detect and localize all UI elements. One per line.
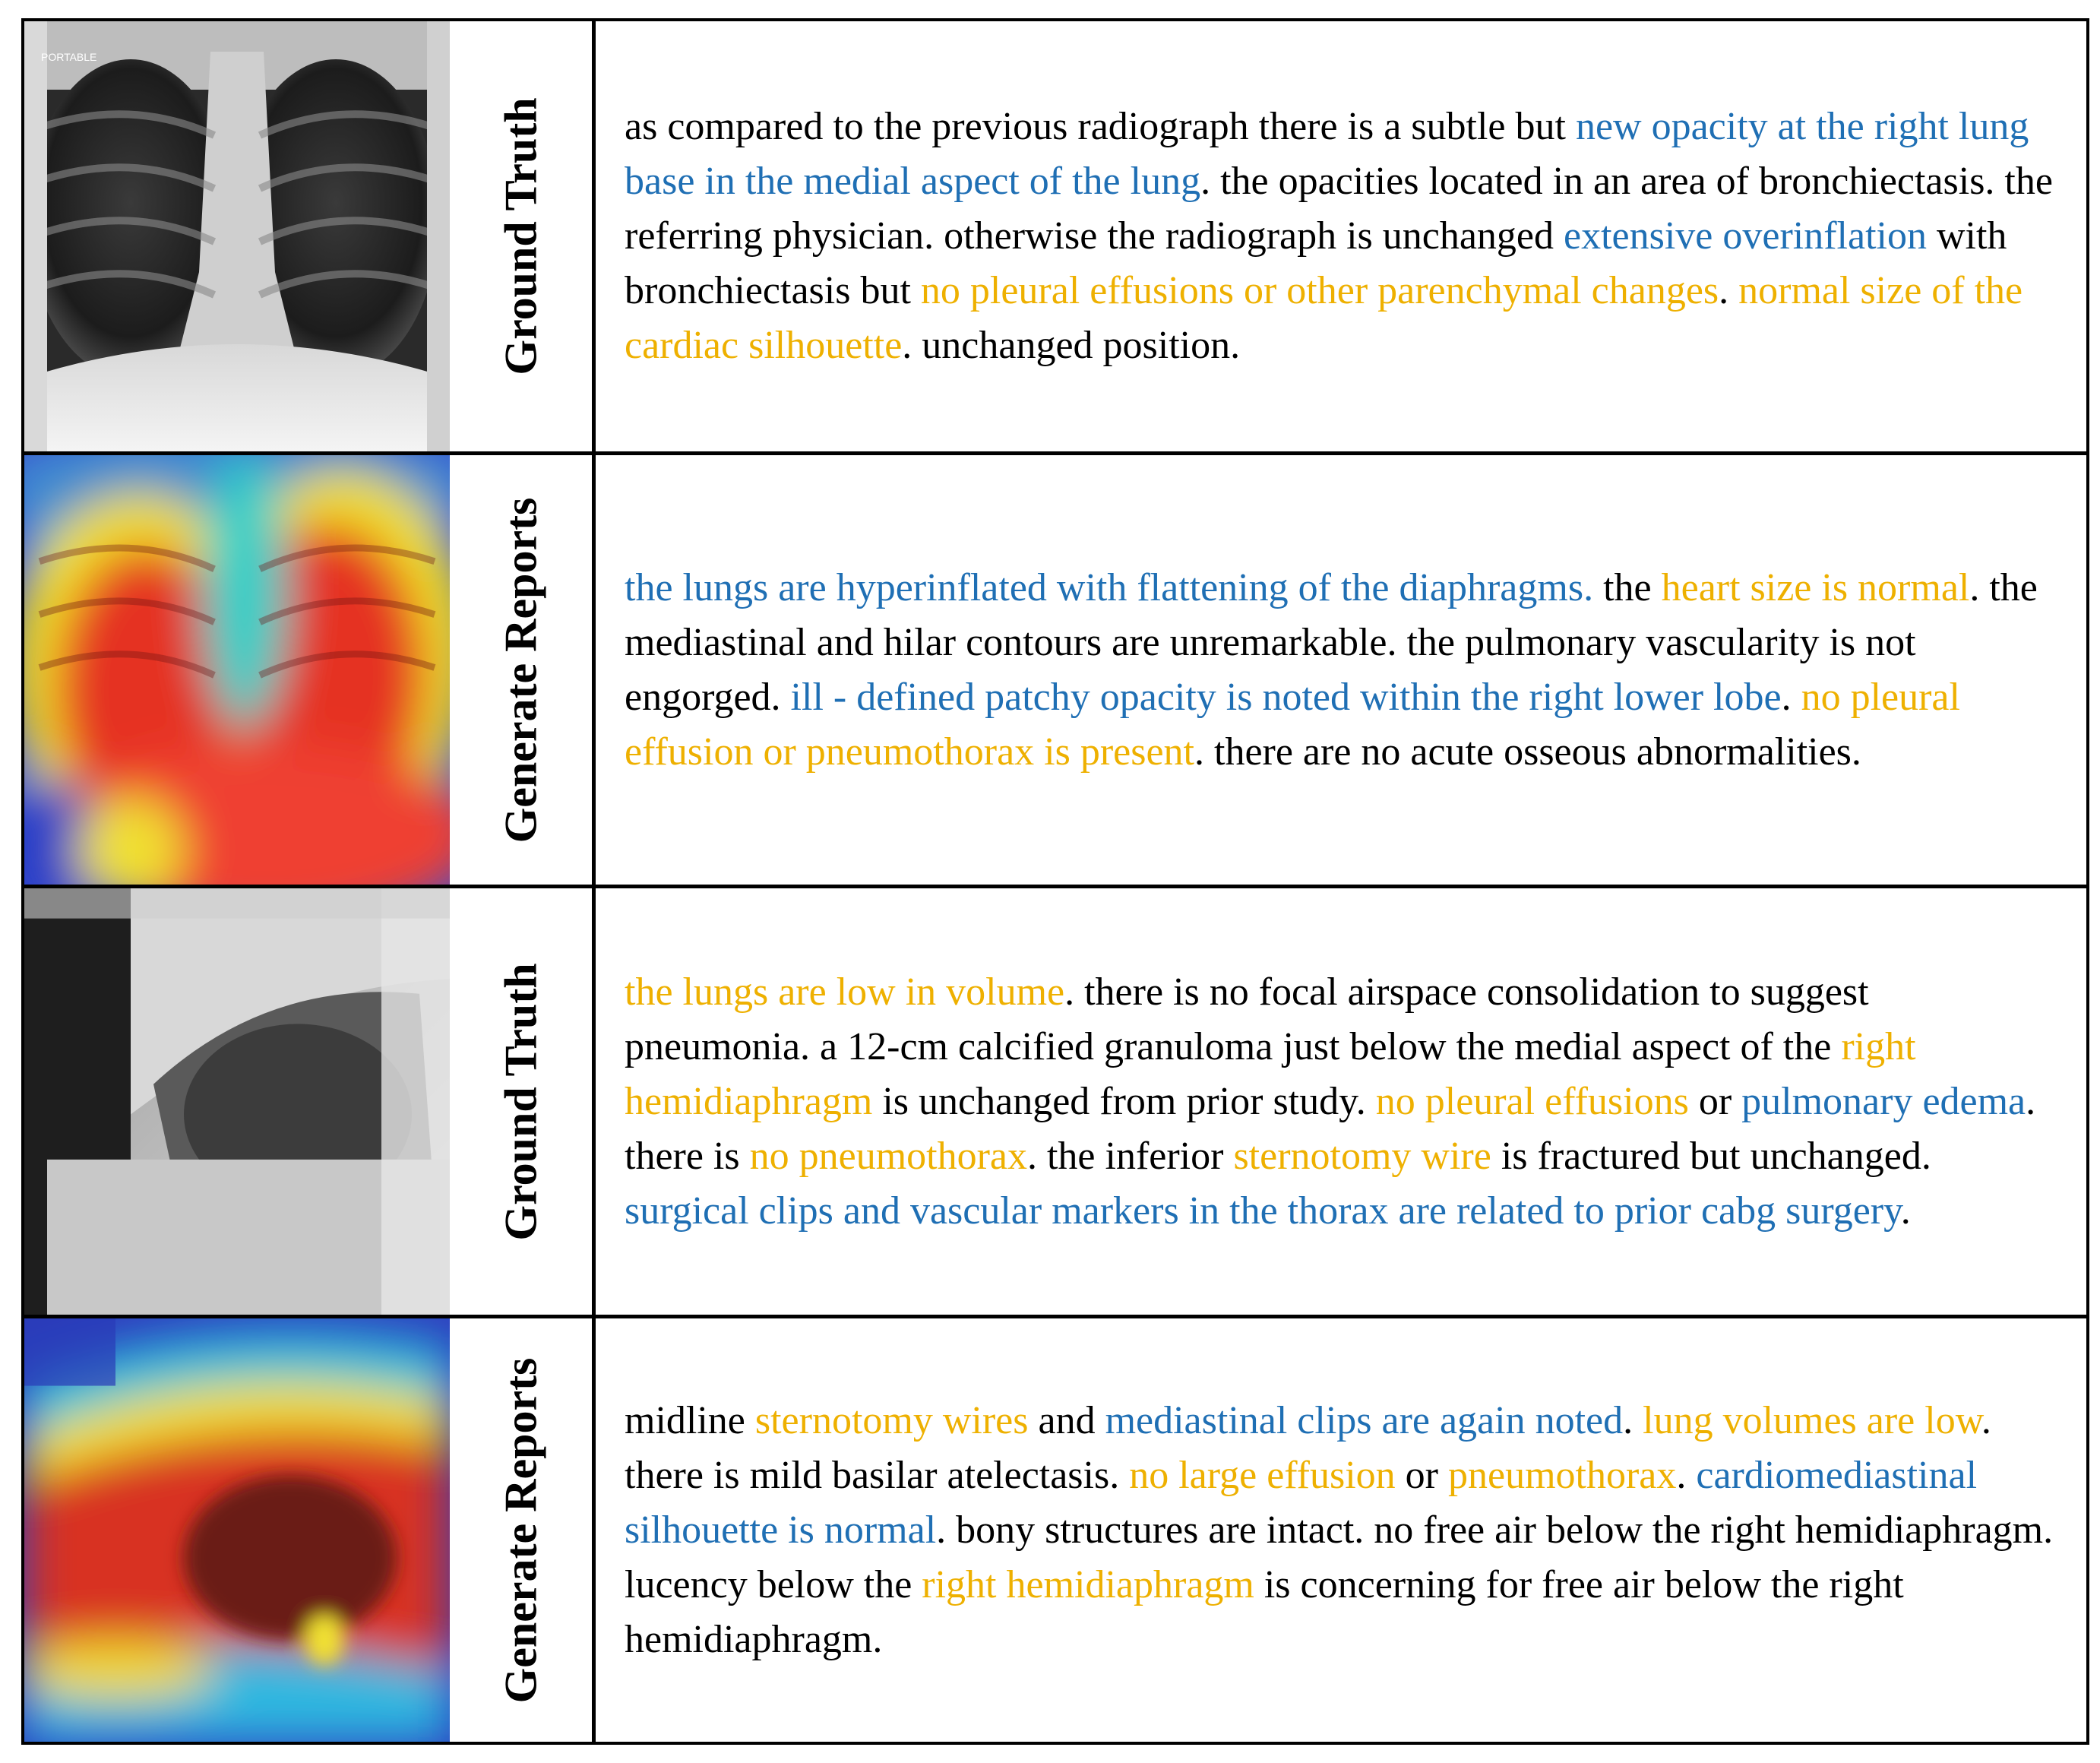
portable-marker: PORTABLE — [41, 51, 96, 63]
row-label-cell: Generate Reports — [450, 455, 596, 885]
table-row: PORTABLE Ground Truth as compared to the… — [24, 21, 2086, 451]
table-row: Generate Reports the lungs are hyperinfl… — [24, 451, 2086, 885]
report-segment: . bony structures are intact. no free ai… — [625, 1508, 2054, 1606]
row-label-cell: Ground Truth — [450, 21, 596, 451]
highlighted-finding: cardiomediastinal silhouette is normal — [625, 1453, 1978, 1552]
highlighted-finding: lung volumes are low — [1643, 1398, 1981, 1442]
highlighted-finding: pneumothorax — [1448, 1453, 1677, 1497]
report-cell: the lungs are low in volume. there is no… — [596, 888, 2086, 1315]
report-segment: . there is mild basilar atelectasis. — [625, 1398, 1991, 1497]
report-segment: . there are no acute osseous abnormaliti… — [1194, 730, 1861, 774]
highlighted-finding: right hemidiaphragm — [922, 1562, 1254, 1606]
report-segment: . unchanged position. — [902, 324, 1241, 367]
report-segment: . — [1676, 1453, 1697, 1497]
table-row: Generate Reports midline sternotomy wire… — [24, 1315, 2086, 1742]
report-segment: . there is no focal airspace consolidati… — [625, 970, 1869, 1068]
frontal-xray-image: PORTABLE — [24, 21, 450, 451]
highlighted-finding: extensive overinflation — [1564, 214, 1927, 258]
highlighted-finding: the lungs are low in volume — [625, 970, 1065, 1014]
lateral-heatmap-image — [24, 1318, 450, 1742]
highlighted-finding: surgical clips and vascular markers in t… — [625, 1189, 1901, 1233]
highlighted-finding: heart size is normal — [1661, 565, 1970, 609]
highlighted-finding: ill - defined patchy opacity is noted wi… — [790, 675, 1782, 719]
report-segment: is unchanged from prior study. — [872, 1079, 1376, 1123]
highlighted-finding: sternotomy wire — [1233, 1134, 1491, 1178]
row-label: Generate Reports — [495, 497, 546, 843]
row-label-cell: Ground Truth — [450, 888, 596, 1315]
report-segment: . the opacities located in an area of br… — [625, 160, 2053, 258]
row-label: Ground Truth — [495, 962, 546, 1241]
report-segment: with bronchiectasis but — [625, 214, 2007, 312]
highlighted-finding: normal size of the cardiac silhouette — [625, 269, 2023, 367]
report-cell: midline sternotomy wires and mediastinal… — [596, 1318, 2086, 1742]
table-row: Ground Truth the lungs are low in volume… — [24, 885, 2086, 1315]
row-label: Generate Reports — [495, 1357, 546, 1703]
highlighted-finding: no pleural effusion or pneumothorax is p… — [625, 675, 1960, 774]
highlighted-finding: the lungs are hyperinflated with flatten… — [625, 565, 1594, 609]
highlighted-finding: pulmonary edema — [1741, 1079, 2026, 1123]
report-segment: is fractured but unchanged. — [1491, 1134, 1931, 1178]
report-cell: as compared to the previous radiograph t… — [596, 21, 2086, 451]
report-segment: or — [1395, 1453, 1448, 1497]
report-segment: . there is — [625, 1079, 2036, 1178]
figure-table: PORTABLE Ground Truth as compared to the… — [21, 18, 2089, 1745]
highlighted-finding: no pleural effusions or other parenchyma… — [920, 269, 1719, 312]
report-segment: as compared to the previous radiograph t… — [625, 105, 1576, 148]
highlighted-finding: mediastinal clips are again noted — [1105, 1398, 1624, 1442]
report-segment: . the mediastinal and hilar contours are… — [625, 565, 2038, 719]
highlighted-finding: new opacity at the right lung base in th… — [625, 105, 2029, 203]
report-segment: . — [1900, 1189, 1911, 1233]
row-label: Ground Truth — [495, 97, 546, 375]
highlighted-finding: sternotomy wires — [754, 1398, 1029, 1442]
report-segment: . — [1623, 1398, 1643, 1442]
report-segment: . — [1781, 675, 1801, 719]
report-segment: the — [1593, 565, 1662, 609]
report-segment: and — [1028, 1398, 1105, 1442]
report-text: the lungs are hyperinflated with flatten… — [625, 561, 2064, 780]
report-segment: is concerning for free air below the rig… — [625, 1562, 1904, 1661]
report-segment: or — [1688, 1079, 1742, 1123]
report-text: midline sternotomy wires and mediastinal… — [625, 1394, 2064, 1667]
report-cell: the lungs are hyperinflated with flatten… — [596, 455, 2086, 885]
report-segment: . the inferior — [1026, 1134, 1234, 1178]
highlighted-finding: right hemidiaphragm — [625, 1024, 1916, 1123]
frontal-heatmap-image — [24, 455, 450, 885]
row-label-cell: Generate Reports — [450, 1318, 596, 1742]
report-text: as compared to the previous radiograph t… — [625, 100, 2064, 373]
report-segment: midline — [625, 1398, 755, 1442]
highlighted-finding: no pneumothorax — [749, 1134, 1027, 1178]
highlighted-finding: no pleural effusions — [1375, 1079, 1689, 1123]
highlighted-finding: no large effusion — [1129, 1453, 1396, 1497]
report-segment: . — [1719, 269, 1739, 312]
report-text: the lungs are low in volume. there is no… — [625, 965, 2064, 1239]
lateral-xray-image — [24, 888, 450, 1315]
